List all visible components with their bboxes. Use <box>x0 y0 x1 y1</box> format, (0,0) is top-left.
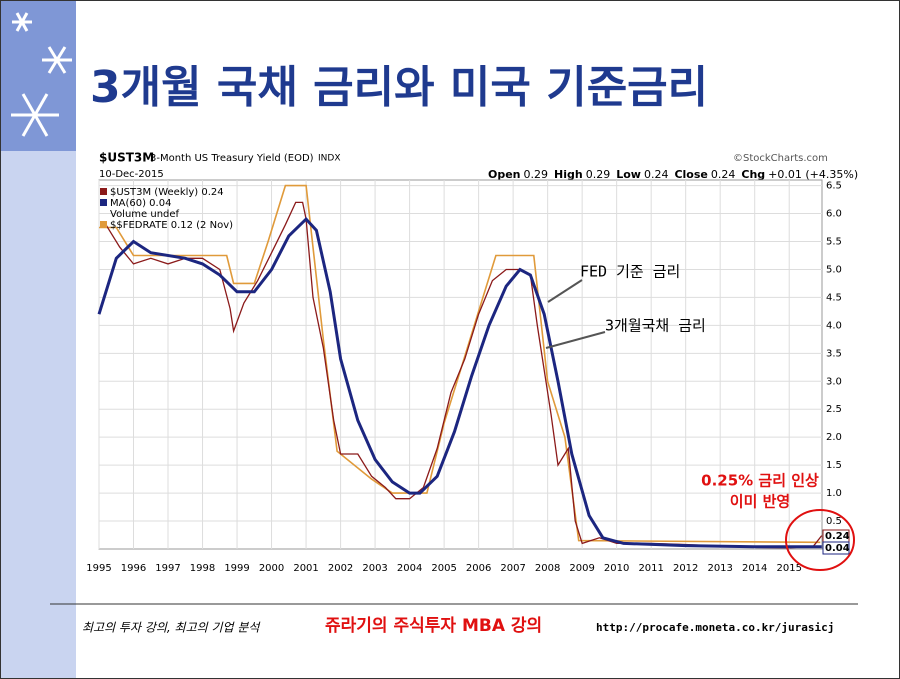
stat-label: Chg <box>741 168 765 181</box>
y-tick-label: 3.0 <box>826 376 842 387</box>
x-tick-label: 2005 <box>431 563 456 574</box>
footer-slogan: 최고의 투자 강의, 최고의 기업 분석 <box>82 621 261 635</box>
end-label: 0.04 <box>825 543 850 554</box>
stat-value: 0.24 <box>644 168 669 181</box>
x-tick-label: 1999 <box>224 563 249 574</box>
stat-label: High <box>554 168 583 181</box>
snowflakes <box>11 12 72 137</box>
y-tick-label: 6.5 <box>826 181 842 192</box>
x-tick-label: 2011 <box>638 563 663 574</box>
y-tick-label: 4.0 <box>826 320 842 331</box>
y-tick-label: 0.5 <box>826 516 842 527</box>
stat-value: 0.24 <box>711 168 736 181</box>
x-tick-label: 2003 <box>362 563 387 574</box>
x-tick-label: 2008 <box>535 563 560 574</box>
series-line <box>105 201 823 549</box>
y-tick-label: 4.5 <box>826 292 842 303</box>
annotation: 이미 반영 <box>730 493 790 511</box>
series-line <box>97 216 822 549</box>
y-tick-label: 1.5 <box>826 460 842 471</box>
slide-title: 3개월 국채 금리와 미국 기준금리 <box>90 62 708 113</box>
x-tick-label: 2015 <box>776 563 801 574</box>
y-tick-label: 3.5 <box>826 348 842 359</box>
stat-label: Close <box>674 168 707 181</box>
x-tick-label: 2013 <box>707 563 732 574</box>
stat-value: +0.01 (+4.35%) <box>768 168 858 181</box>
highlight-circle <box>785 509 855 571</box>
stat-value: 0.29 <box>586 168 611 181</box>
x-tick-label: 2009 <box>569 563 594 574</box>
chart-source: ©StockCharts.com <box>733 153 828 164</box>
chart-subtitle: 3-Month US Treasury Yield (EOD) <box>150 153 314 164</box>
x-tick-label: 1998 <box>190 563 215 574</box>
x-tick-label: 2007 <box>500 563 525 574</box>
x-tick-label: 2002 <box>328 563 353 574</box>
y-tick-label: 2.5 <box>826 404 842 415</box>
x-tick-label: 2006 <box>466 563 491 574</box>
chart-date: 10-Dec-2015 <box>99 169 164 180</box>
x-tick-label: 2012 <box>673 563 698 574</box>
x-tick-label: 2010 <box>604 563 629 574</box>
chart-exchange: INDX <box>318 154 340 164</box>
legend-swatch <box>100 199 107 206</box>
legend-label: $$FEDRATE 0.12 (2 Nov) <box>110 220 233 231</box>
x-tick-label: 1997 <box>155 563 180 574</box>
x-tick-label: 2004 <box>397 563 422 574</box>
side-strip-top <box>1 1 76 151</box>
annotation-arrow <box>547 279 583 303</box>
x-tick-label: 2001 <box>293 563 318 574</box>
stat-label: Low <box>616 168 641 181</box>
stat-label: Open <box>488 168 521 181</box>
legend-swatch <box>100 221 107 228</box>
stat-value: 0.29 <box>524 168 549 181</box>
annotation: 0.25% 금리 인상 <box>701 472 819 490</box>
footer-url: http://procafe.moneta.co.kr/jurasicj <box>596 621 834 634</box>
x-tick-label: 1995 <box>86 563 111 574</box>
x-tick-label: 2000 <box>259 563 284 574</box>
y-tick-label: 2.0 <box>826 432 842 443</box>
legend-label: MA(60) 0.04 <box>110 198 171 209</box>
legend-swatch <box>100 188 107 195</box>
chart-title: $UST3M <box>99 151 154 165</box>
annotation-arrow <box>545 331 606 349</box>
y-tick-label: 1.0 <box>826 488 842 499</box>
end-label: 0.24 <box>825 531 850 542</box>
footer-course: 쥬라기의 주식투자 MBA 강의 <box>325 616 542 636</box>
y-tick-label: 5.0 <box>826 264 842 275</box>
y-tick-label: 6.0 <box>826 209 842 220</box>
legend-label: $UST3M (Weekly) 0.24 <box>110 187 224 198</box>
x-tick-label: 2014 <box>742 563 767 574</box>
y-tick-label: 5.5 <box>826 237 842 248</box>
annotation: 3개월국채 금리 <box>605 317 706 335</box>
annotation: FED 기준 금리 <box>580 263 680 281</box>
legend-extra: Volume undef <box>110 209 180 220</box>
x-tick-label: 1996 <box>121 563 146 574</box>
end-label-box <box>822 541 850 555</box>
